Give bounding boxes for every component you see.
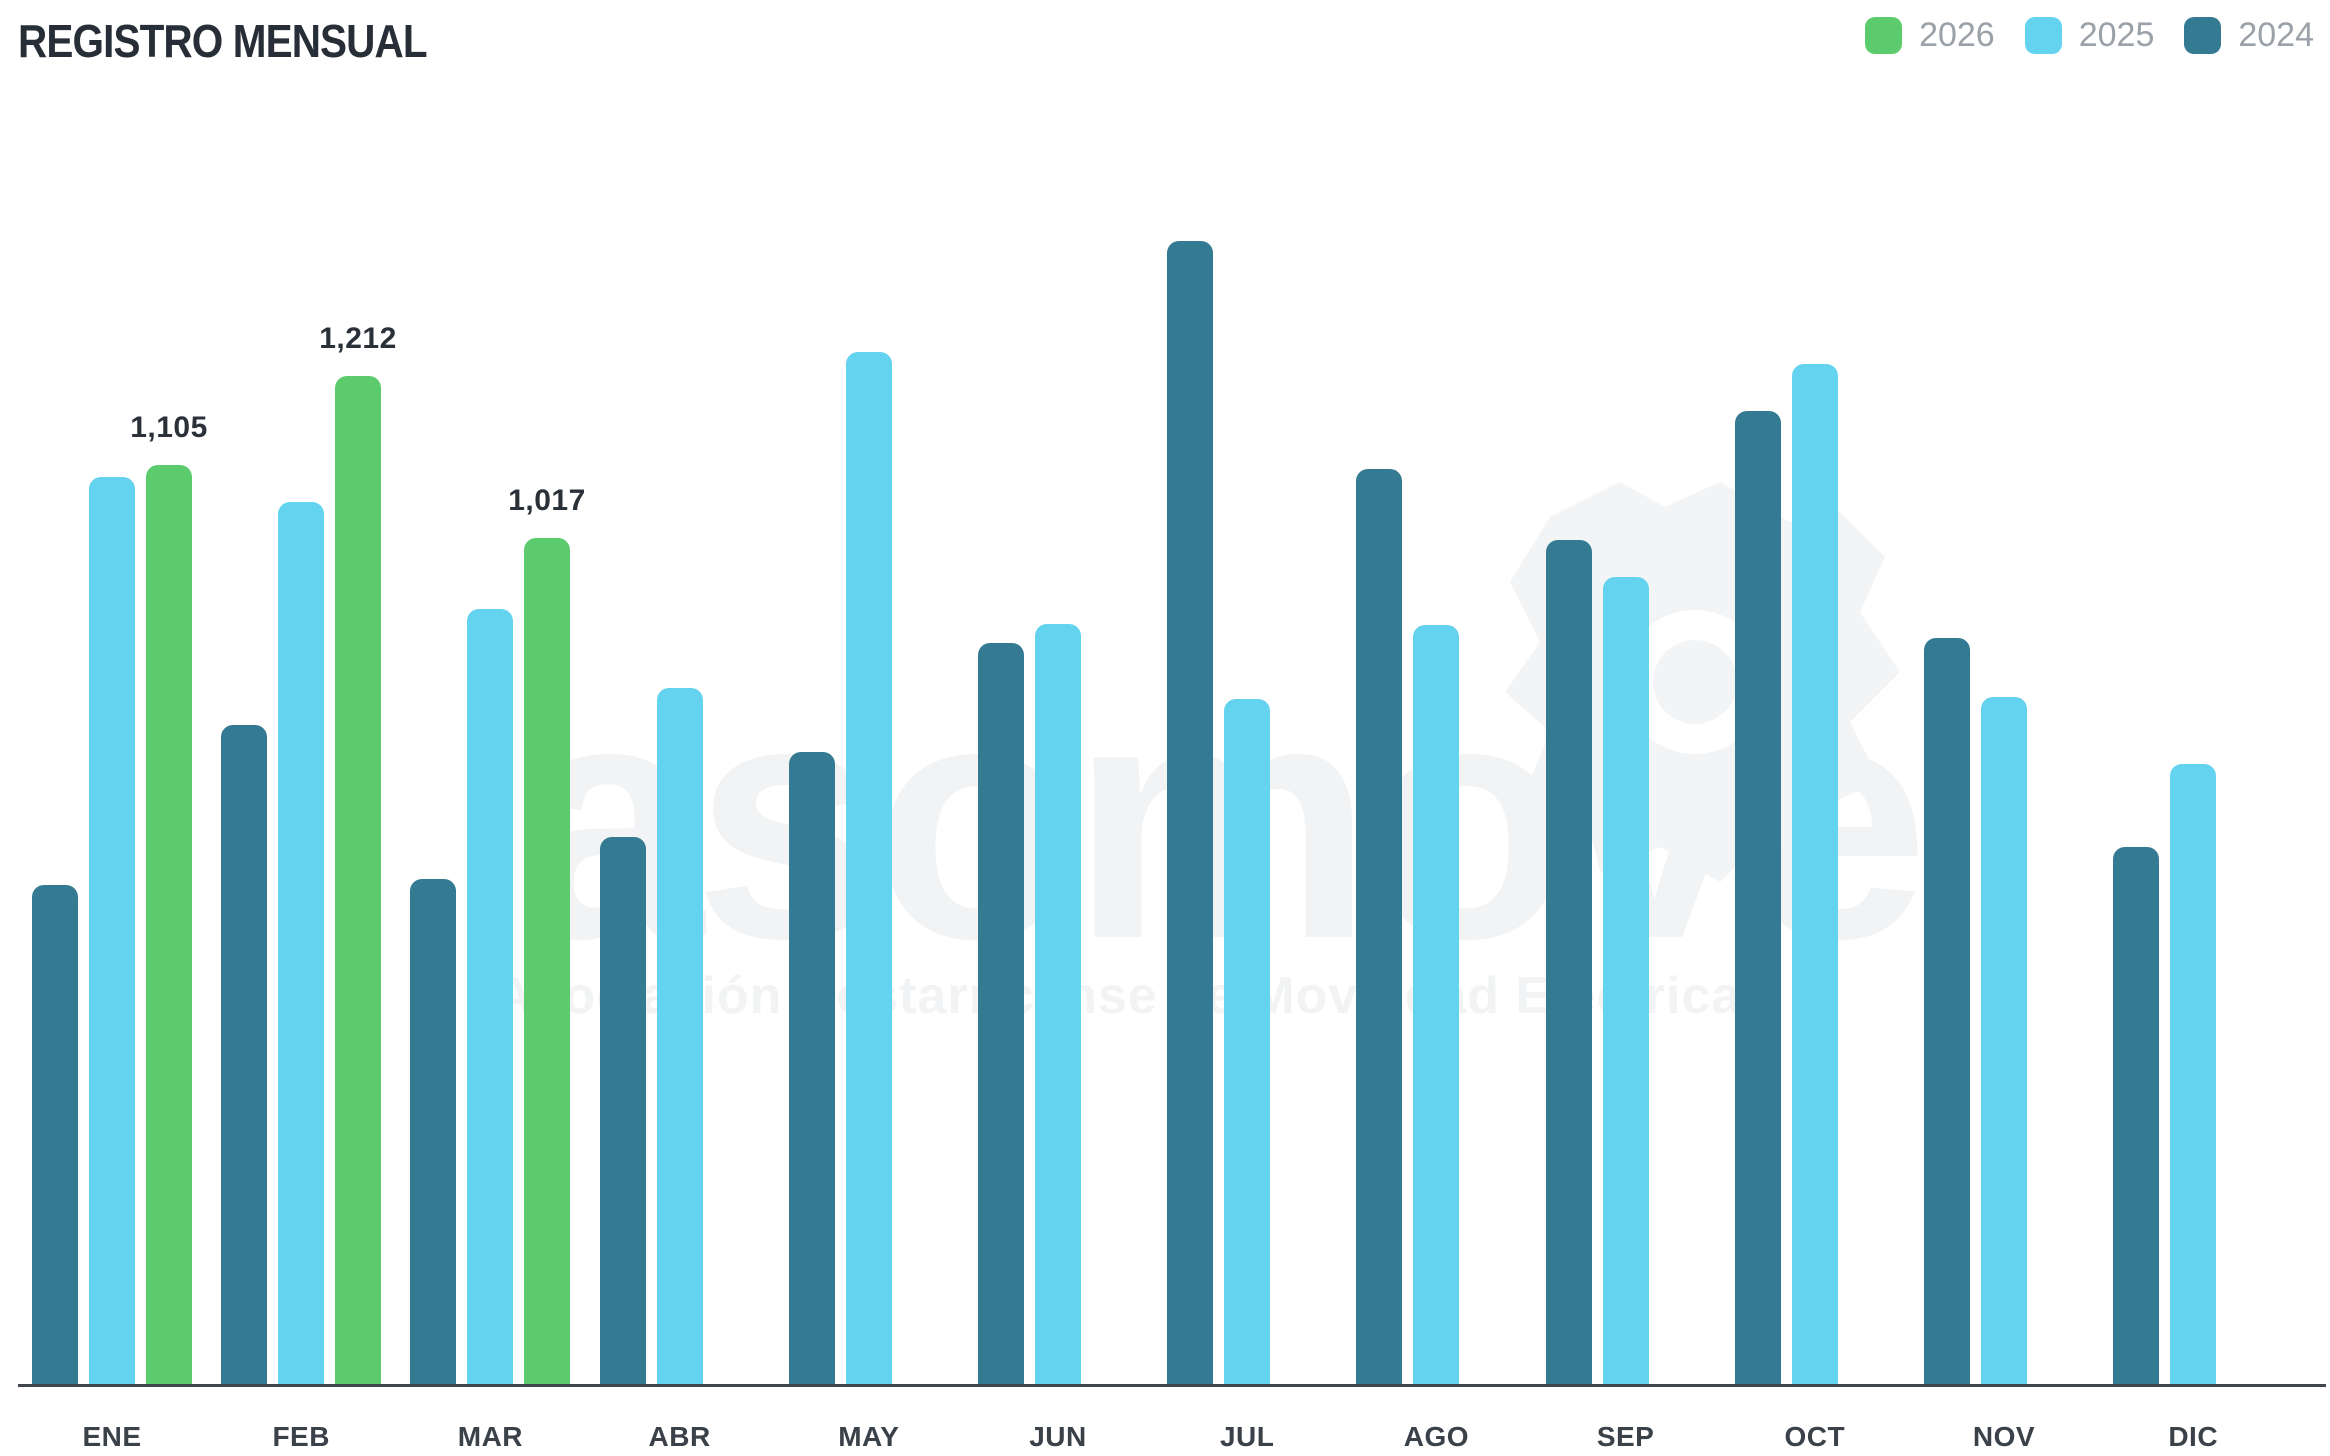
legend-swatch-2025 xyxy=(2024,17,2062,54)
bar-2024-JUN[interactable] xyxy=(978,643,1024,1386)
legend-swatch-2024 xyxy=(2184,17,2222,54)
bar-2025-OCT[interactable] xyxy=(1792,364,1838,1386)
bar-2024-FEB[interactable] xyxy=(221,725,267,1386)
data-label-2026-FEB: 1,212 xyxy=(319,322,397,355)
bar-2024-ENE[interactable] xyxy=(32,885,78,1386)
chart-legend: 2026 2025 2024 xyxy=(1865,16,2314,55)
x-axis-label-DIC: DIC xyxy=(2168,1421,2219,1452)
x-axis-label-JUN: JUN xyxy=(1029,1421,1087,1452)
bar-2025-NOV[interactable] xyxy=(1981,697,2027,1386)
legend-item-2025[interactable]: 2025 xyxy=(2024,16,2155,55)
x-axis-label-MAR: MAR xyxy=(457,1421,524,1452)
page-title: REGISTRO MENSUAL xyxy=(18,15,428,67)
bar-2024-OCT[interactable] xyxy=(1735,411,1781,1386)
bar-2024-JUL[interactable] xyxy=(1167,241,1213,1386)
x-axis-label-AGO: AGO xyxy=(1403,1421,1470,1452)
legend-item-2024[interactable]: 2024 xyxy=(2184,16,2314,55)
bar-2024-NOV[interactable] xyxy=(1924,638,1970,1386)
bar-2025-JUN[interactable] xyxy=(1035,624,1081,1386)
legend-label: 2024 xyxy=(2238,16,2314,54)
x-axis-label-OCT: OCT xyxy=(1784,1421,1846,1452)
x-axis-line xyxy=(18,1384,2326,1387)
x-axis-label-SEP: SEP xyxy=(1596,1421,1655,1452)
legend-swatch-2026 xyxy=(1865,17,1903,54)
bar-2025-AGO[interactable] xyxy=(1413,625,1459,1386)
bar-2025-MAY[interactable] xyxy=(846,352,892,1386)
legend-label: 2026 xyxy=(1919,16,1995,54)
x-axis-label-ABR: ABR xyxy=(648,1421,711,1452)
bar-2025-JUL[interactable] xyxy=(1224,699,1270,1386)
bar-2025-FEB[interactable] xyxy=(278,502,324,1386)
data-label-2026-ENE: 1,105 xyxy=(130,411,208,444)
x-axis-label-JUL: JUL xyxy=(1219,1421,1275,1452)
legend-label: 2025 xyxy=(2078,16,2155,54)
x-axis-label-MAY: MAY xyxy=(838,1421,900,1452)
bar-2024-ABR[interactable] xyxy=(600,837,646,1386)
bar-2026-MAR[interactable] xyxy=(524,538,570,1386)
legend-item-2026[interactable]: 2026 xyxy=(1865,16,1995,55)
bar-2025-ABR[interactable] xyxy=(657,688,703,1386)
x-axis-label-NOV: NOV xyxy=(1972,1421,2036,1452)
bar-2025-MAR[interactable] xyxy=(467,609,513,1386)
bar-2024-MAR[interactable] xyxy=(410,879,456,1386)
bar-2024-DIC[interactable] xyxy=(2113,847,2159,1386)
bar-2024-MAY[interactable] xyxy=(789,752,835,1386)
x-axis-label-ENE: ENE xyxy=(82,1421,142,1452)
bar-2026-FEB[interactable] xyxy=(335,376,381,1386)
bar-2026-ENE[interactable] xyxy=(146,465,192,1386)
bar-2024-AGO[interactable] xyxy=(1356,469,1402,1386)
bar-2024-SEP[interactable] xyxy=(1546,540,1592,1386)
bar-2025-ENE[interactable] xyxy=(89,477,135,1386)
x-axis-label-FEB: FEB xyxy=(272,1421,330,1452)
data-label-2026-MAR: 1,017 xyxy=(508,484,586,517)
bar-2025-DIC[interactable] xyxy=(2170,764,2216,1386)
bar-2025-SEP[interactable] xyxy=(1603,577,1649,1386)
